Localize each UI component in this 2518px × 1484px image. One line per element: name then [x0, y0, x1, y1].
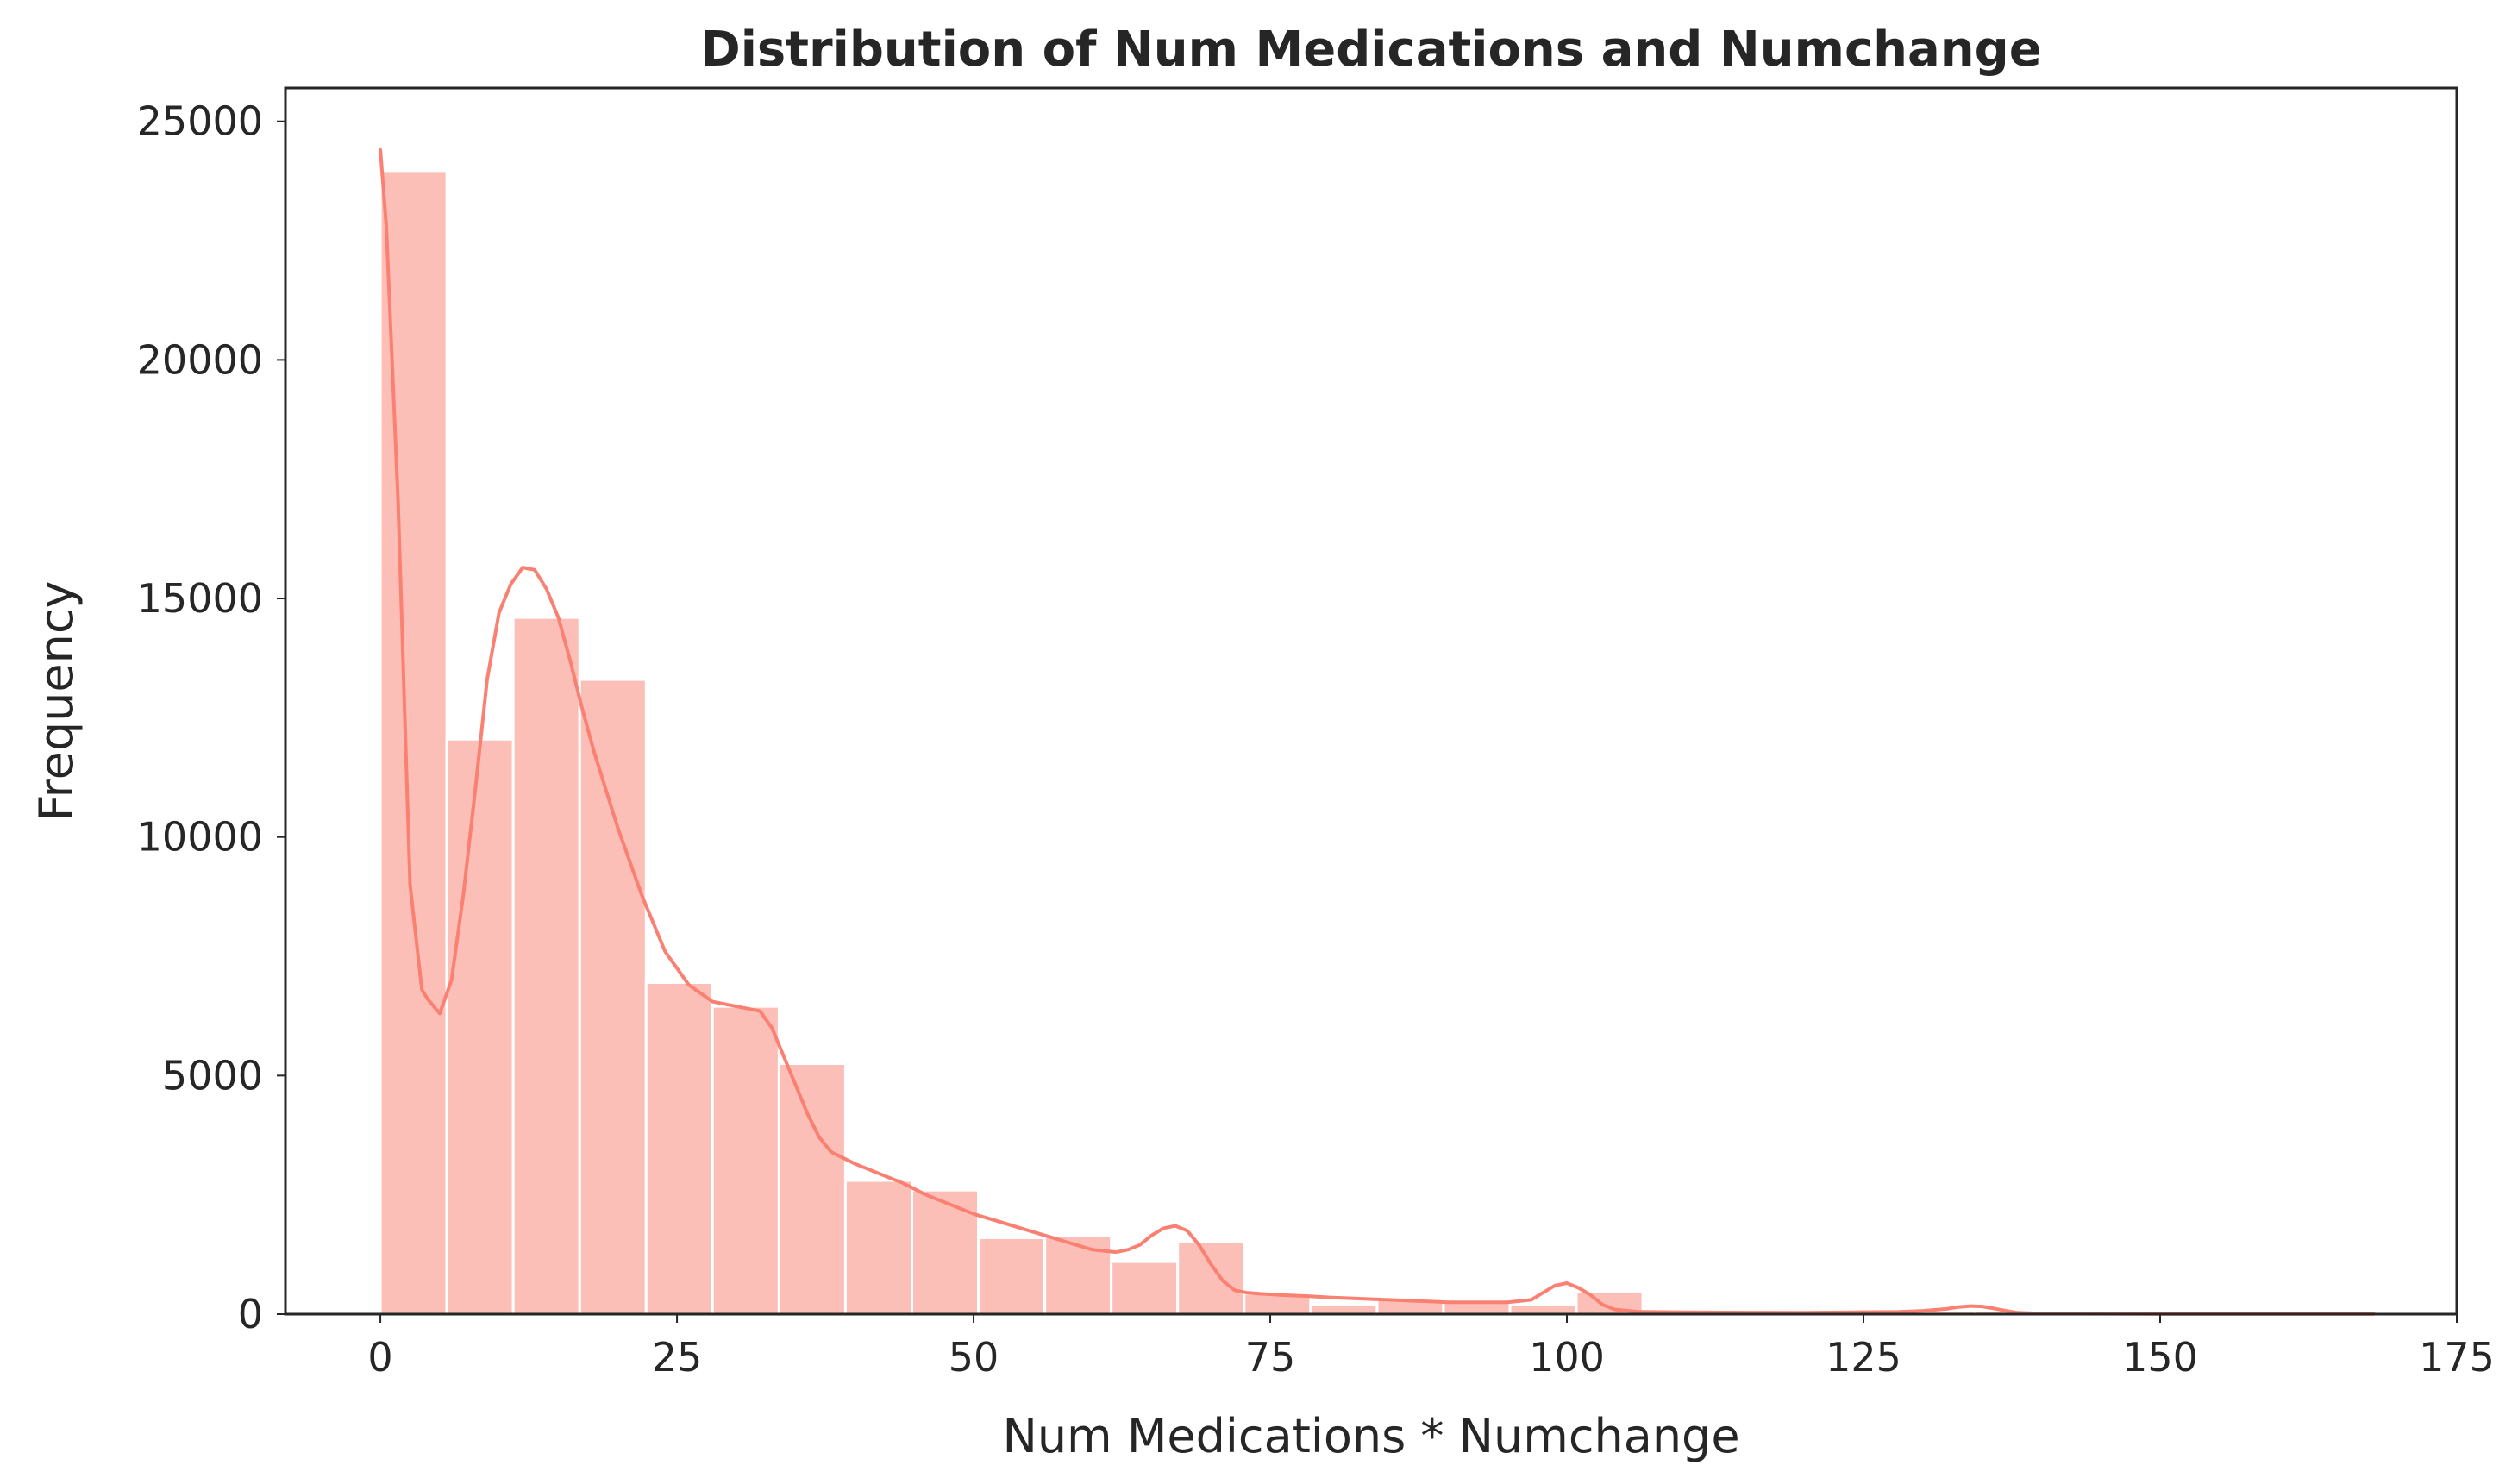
histogram-bar	[1508, 1303, 1578, 1316]
plot-frame	[284, 86, 2458, 1316]
histogram-bar	[1442, 1300, 1512, 1316]
y-tick-label: 25000	[137, 98, 263, 145]
histogram-bars	[379, 170, 2376, 1316]
histogram-bar	[1110, 1260, 1180, 1316]
histogram-bar	[644, 980, 714, 1316]
x-tick-label: 100	[1529, 1334, 1605, 1381]
x-tick-label: 125	[1826, 1334, 1901, 1381]
histogram-bar	[911, 1188, 980, 1316]
y-axis-label: Frequency	[29, 581, 84, 822]
y-tick-label: 15000	[137, 575, 263, 622]
x-tick-label: 150	[2122, 1334, 2198, 1381]
x-tick-label: 0	[367, 1334, 392, 1381]
x-tick-label: 50	[949, 1334, 999, 1381]
histogram-bar	[1309, 1303, 1379, 1316]
histogram-bar	[511, 616, 581, 1316]
y-tick-label: 5000	[162, 1052, 263, 1099]
histogram-bar	[1176, 1240, 1246, 1316]
histogram-bar	[711, 1005, 780, 1316]
histogram-bar	[977, 1236, 1047, 1316]
histogram-bar	[843, 1179, 914, 1316]
kde-curve	[379, 147, 2376, 1316]
x-tick-label: 25	[652, 1334, 703, 1381]
x-axis-label: Num Medications * Numchange	[1002, 1409, 1739, 1463]
x-tick-label: 175	[2419, 1334, 2495, 1381]
y-tick-label: 20000	[137, 336, 263, 383]
histogram-bar	[445, 737, 515, 1316]
x-tick-label: 75	[1245, 1334, 1296, 1381]
histogram-bar	[578, 678, 648, 1316]
histogram-bar	[777, 1062, 847, 1316]
chart-title: Distribution of Num Medications and Numc…	[700, 22, 2041, 78]
kde-curve-layer	[379, 147, 2376, 1316]
y-tick-label: 0	[238, 1291, 263, 1337]
axis-ticks: 0 25 50 75 100 125 150 175 0 5000 10000 15000 20000 2…	[137, 98, 2495, 1381]
y-tick-label: 10000	[137, 814, 263, 861]
